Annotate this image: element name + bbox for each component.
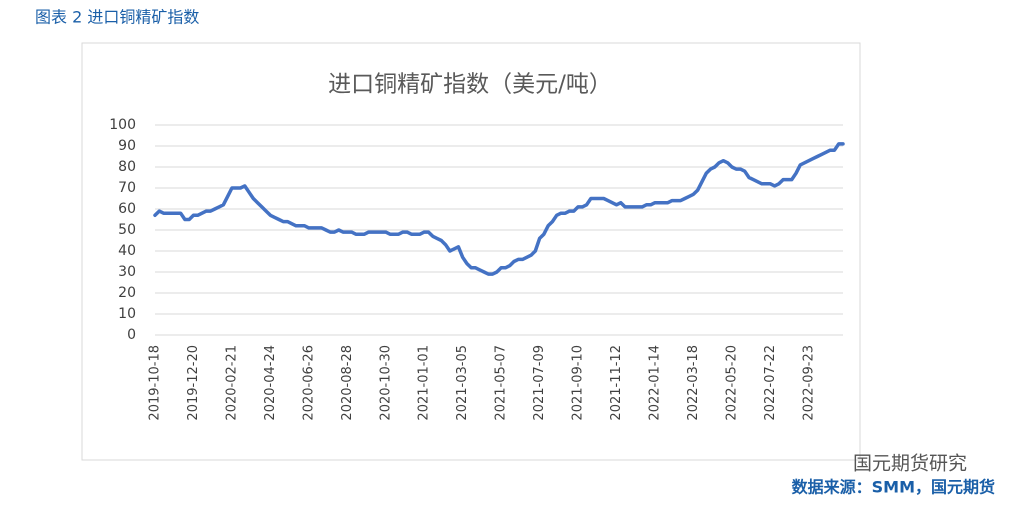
source-note: 数据来源：SMM，国元期货: [792, 478, 995, 497]
y-tick-label: 0: [127, 327, 136, 343]
y-tick-label: 20: [118, 285, 136, 301]
x-tick-label: 2021-03-05: [455, 345, 470, 421]
x-tick-label: 2020-06-26: [301, 345, 316, 421]
x-tick-label: 2019-12-20: [186, 345, 201, 421]
x-tick-label: 2021-01-01: [417, 345, 432, 421]
y-tick-label: 10: [118, 306, 136, 322]
y-tick-label: 70: [118, 180, 136, 196]
x-tick-label: 2021-07-09: [532, 345, 547, 421]
x-tick-label: 2021-09-10: [571, 345, 586, 421]
x-tick-label: 2022-07-22: [763, 345, 778, 421]
y-tick-label: 30: [118, 264, 136, 280]
x-tick-label: 2021-11-12: [609, 345, 624, 421]
y-tick-label: 40: [118, 243, 136, 259]
x-tick-label: 2021-05-07: [494, 345, 509, 421]
x-tick-label: 2022-05-20: [724, 345, 739, 421]
y-tick-label: 80: [118, 159, 136, 175]
x-tick-label: 2020-02-21: [224, 345, 239, 421]
y-tick-label: 50: [118, 222, 136, 238]
plot-area: 0 10 20 30 40 50 60 70 80 90 100 2019-10-18 2019-12-…: [109, 117, 845, 421]
x-tick-label: 2022-03-18: [686, 345, 701, 421]
x-tick-label: 2022-01-14: [647, 345, 662, 421]
y-tick-label: 60: [118, 201, 136, 217]
y-tick-label: 100: [109, 117, 136, 133]
x-tick-label: 2019-10-18: [148, 345, 163, 421]
figure-label: 图表 2 进口铜精矿指数: [35, 8, 199, 27]
x-tick-label: 2020-04-24: [263, 345, 278, 421]
y-tick-label: 90: [118, 138, 136, 154]
watermark: 国元期货研究: [853, 453, 967, 475]
x-tick-label: 2020-08-28: [340, 345, 355, 421]
x-tick-label: 2022-09-23: [801, 345, 816, 421]
data-line: [153, 142, 845, 276]
x-tick-label: 2020-10-30: [378, 345, 393, 421]
chart-title: 进口铜精矿指数（美元/吨）: [328, 72, 612, 98]
